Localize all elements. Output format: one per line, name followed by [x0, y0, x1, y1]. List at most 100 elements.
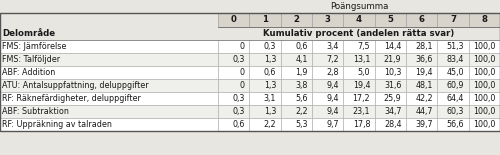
Text: RF: Uppräkning av talraden: RF: Uppräkning av talraden: [2, 120, 112, 129]
Text: 13,1: 13,1: [353, 55, 370, 64]
Bar: [0, 0, 500, 13]
Bar: [344, 53, 374, 66]
Bar: [0, 13, 218, 27]
Text: 9,7: 9,7: [326, 120, 339, 129]
Text: 39,7: 39,7: [415, 120, 433, 129]
Bar: [344, 105, 374, 118]
Bar: [250, 53, 280, 66]
Text: 1,3: 1,3: [264, 55, 276, 64]
Bar: [218, 118, 250, 131]
Text: ABF: Subtraktion: ABF: Subtraktion: [2, 107, 70, 116]
Text: 19,4: 19,4: [416, 68, 433, 77]
Bar: [438, 92, 468, 105]
Text: 100,0: 100,0: [473, 68, 496, 77]
Text: 1,3: 1,3: [264, 81, 276, 90]
Text: 5: 5: [388, 16, 394, 24]
Text: 0,6: 0,6: [264, 68, 276, 77]
Bar: [218, 79, 250, 92]
Text: 0: 0: [240, 81, 245, 90]
Text: 9,4: 9,4: [326, 81, 339, 90]
Text: 3: 3: [324, 16, 330, 24]
Bar: [438, 40, 468, 53]
Bar: [0, 118, 218, 131]
Text: 0,6: 0,6: [295, 42, 308, 51]
Bar: [218, 92, 250, 105]
Bar: [344, 66, 374, 79]
Text: Kumulativ procent (andelen rätta svar): Kumulativ procent (andelen rätta svar): [264, 29, 454, 38]
Bar: [280, 66, 312, 79]
Text: 42,2: 42,2: [415, 94, 433, 103]
Bar: [280, 53, 312, 66]
Text: 3,4: 3,4: [326, 42, 339, 51]
Text: Delområde: Delområde: [2, 29, 56, 38]
Bar: [374, 13, 406, 27]
Bar: [438, 118, 468, 131]
Text: 56,6: 56,6: [446, 120, 464, 129]
Text: 60,9: 60,9: [446, 81, 464, 90]
Text: 25,9: 25,9: [384, 94, 402, 103]
Text: 83,4: 83,4: [447, 55, 464, 64]
Text: 36,6: 36,6: [416, 55, 433, 64]
Bar: [280, 92, 312, 105]
Bar: [344, 79, 374, 92]
Text: 100,0: 100,0: [473, 42, 496, 51]
Bar: [438, 79, 468, 92]
Text: 1,9: 1,9: [295, 68, 308, 77]
Text: 2: 2: [294, 16, 300, 24]
Bar: [312, 105, 344, 118]
Text: ABF: Addition: ABF: Addition: [2, 68, 56, 77]
Text: 2,8: 2,8: [326, 68, 339, 77]
Text: 45,0: 45,0: [446, 68, 464, 77]
Text: 60,3: 60,3: [447, 107, 464, 116]
Bar: [374, 118, 406, 131]
Bar: [280, 79, 312, 92]
Bar: [468, 40, 500, 53]
Bar: [0, 66, 218, 79]
Text: 0,3: 0,3: [232, 107, 245, 116]
Text: 4: 4: [356, 16, 362, 24]
Text: 1: 1: [262, 16, 268, 24]
Bar: [438, 66, 468, 79]
Text: 44,7: 44,7: [416, 107, 433, 116]
Text: 17,2: 17,2: [352, 94, 370, 103]
Text: 9,4: 9,4: [326, 94, 339, 103]
Bar: [374, 105, 406, 118]
Bar: [374, 92, 406, 105]
Text: 3,1: 3,1: [264, 94, 276, 103]
Bar: [438, 13, 468, 27]
Text: 14,4: 14,4: [384, 42, 402, 51]
Bar: [0, 40, 218, 53]
Text: 17,8: 17,8: [352, 120, 370, 129]
Text: 1,3: 1,3: [264, 107, 276, 116]
Bar: [468, 92, 500, 105]
Bar: [0, 79, 218, 92]
Text: 51,3: 51,3: [446, 42, 464, 51]
Text: 5,0: 5,0: [358, 68, 370, 77]
Bar: [406, 118, 438, 131]
Bar: [406, 66, 438, 79]
Text: 0: 0: [230, 16, 236, 24]
Text: 7,2: 7,2: [326, 55, 339, 64]
Text: 28,1: 28,1: [416, 42, 433, 51]
Bar: [374, 79, 406, 92]
Bar: [438, 105, 468, 118]
Bar: [312, 66, 344, 79]
Bar: [312, 92, 344, 105]
Bar: [0, 105, 218, 118]
Bar: [280, 13, 312, 27]
Text: 100,0: 100,0: [473, 107, 496, 116]
Bar: [250, 40, 280, 53]
Text: Poängsumma: Poängsumma: [330, 2, 388, 11]
Bar: [218, 105, 250, 118]
Bar: [250, 79, 280, 92]
Bar: [280, 118, 312, 131]
Text: 0: 0: [240, 68, 245, 77]
Text: 21,9: 21,9: [384, 55, 402, 64]
Text: 9,4: 9,4: [326, 107, 339, 116]
Bar: [250, 105, 280, 118]
Text: 64,4: 64,4: [447, 94, 464, 103]
Text: 100,0: 100,0: [473, 81, 496, 90]
Bar: [374, 53, 406, 66]
Text: 28,4: 28,4: [384, 120, 402, 129]
Bar: [374, 40, 406, 53]
